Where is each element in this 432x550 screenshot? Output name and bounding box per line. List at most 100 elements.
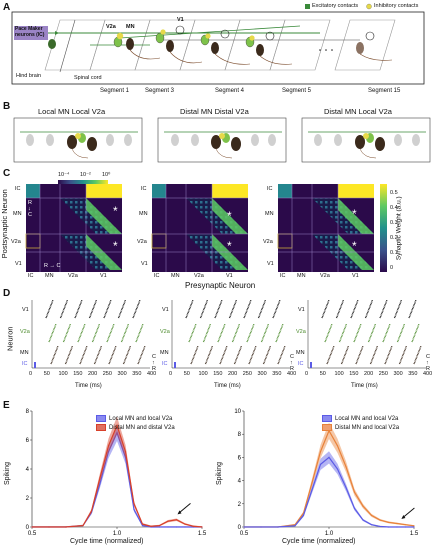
series-point	[260, 526, 262, 528]
series-point	[124, 451, 127, 453]
spike-burst	[91, 323, 101, 343]
d1-xtick: 150	[73, 371, 83, 377]
spike-burst	[228, 299, 238, 319]
panel-b-title-3: Distal MN Local V2a	[324, 107, 392, 116]
series-point	[99, 477, 101, 479]
panel-b-schematics	[13, 117, 431, 163]
y-tick-label: 6	[238, 455, 242, 461]
series-point	[336, 468, 339, 470]
c2-ytick-v2a: V2a	[137, 239, 147, 245]
d1-rc: C ↑ R	[152, 354, 156, 373]
c3-ytick-ic: IC	[267, 186, 273, 192]
series-point	[116, 424, 118, 427]
spike-burst	[93, 345, 103, 365]
spike-burst	[204, 345, 214, 365]
series-point	[345, 486, 347, 489]
series-point	[311, 482, 313, 484]
d3-xtick: 150	[349, 371, 359, 377]
spike-burst	[408, 299, 417, 319]
spike-burst	[277, 345, 286, 365]
spike-burst	[355, 345, 364, 365]
inset-tick-1: 10⁻⁴	[58, 172, 70, 178]
spike-burst	[135, 323, 144, 343]
spike-burst	[79, 345, 88, 365]
d2-xtick: 100	[198, 371, 208, 377]
spike-burst	[233, 345, 243, 365]
series-point	[396, 522, 398, 525]
mn-neurons	[126, 38, 364, 56]
spike-burst	[137, 345, 146, 365]
series-point	[158, 526, 161, 528]
c1-rc-axis: R → C	[44, 263, 61, 269]
series-point	[48, 526, 50, 528]
series-point	[311, 489, 313, 491]
panel-e-right-chart: 0 2 4 6 8 10 0.5 1.0 1.5	[234, 409, 419, 537]
heatmap-2	[151, 184, 248, 272]
e-right-legend-1: Local MN and local V2a	[335, 415, 399, 422]
d3-row-ic: IC	[298, 361, 304, 367]
spike-burst	[321, 299, 330, 319]
spike-burst	[340, 345, 350, 365]
series-point	[413, 526, 415, 528]
segment-5-label: Segment 5	[282, 88, 312, 94]
spike-burst	[219, 345, 228, 365]
series-point	[362, 505, 364, 507]
panel-c-heatmaps	[25, 184, 387, 272]
spike-burst	[217, 323, 226, 343]
cb-tick-04: 0.4	[390, 205, 398, 211]
c3-xtick-v1: V1	[352, 273, 359, 279]
d1-xlabel: Time (ms)	[75, 383, 102, 389]
d2-xtick: 400	[287, 371, 297, 377]
series-point	[141, 523, 144, 525]
segment-4-label: Segment 4	[215, 88, 245, 94]
c2-xtick-mn: MN	[171, 273, 180, 279]
series-band-1	[32, 424, 202, 527]
raster-panel-2	[171, 299, 290, 369]
spike-burst	[231, 323, 241, 343]
c3-ytick-v2a: V2a	[263, 239, 273, 245]
series-point	[353, 491, 356, 493]
d3-xlabel: Time (ms)	[351, 383, 378, 389]
d2-xlabel: Time (ms)	[214, 383, 241, 389]
y-tick-label: 8	[238, 432, 242, 438]
legend-swatch-blue-r	[322, 415, 332, 422]
c3-xtick-v2a: V2a	[320, 273, 330, 279]
d2-row-v1: V1	[162, 307, 169, 313]
series-band-2	[244, 451, 414, 527]
series-point	[99, 482, 101, 485]
inset-tick-2: 10⁻²	[80, 172, 91, 178]
series-point	[107, 445, 110, 447]
spike-burst	[257, 299, 267, 319]
series-band-1	[244, 422, 414, 527]
series-line-1	[32, 431, 202, 528]
arrow-line	[178, 503, 191, 514]
series-point	[404, 526, 407, 528]
x-tick-label: 1.0	[113, 531, 122, 537]
panel-b-title-2: Distal MN Distal V2a	[180, 107, 249, 116]
spike-burst	[272, 299, 281, 319]
c1-rc-small: R ↓ C	[28, 200, 32, 219]
spike-burst	[199, 299, 209, 319]
x-tick-label: 1.5	[198, 531, 207, 537]
d1-row-mn: MN	[20, 350, 29, 356]
series-band-2	[32, 416, 202, 527]
c2-ytick-mn: MN	[139, 211, 148, 217]
spike-burst	[248, 345, 257, 365]
arrow-head	[401, 515, 406, 520]
spike-burst	[396, 323, 406, 343]
spike-burst	[393, 299, 403, 319]
c1-ytick-v1: V1	[15, 261, 22, 267]
x-tick-label: 1.5	[410, 531, 419, 537]
series-point	[175, 526, 178, 528]
ic-spike	[310, 362, 312, 368]
panel-b-letter: B	[3, 101, 11, 112]
d2-xtick: 300	[257, 371, 267, 377]
d3-row-v1: V1	[298, 307, 305, 313]
spike-burst	[48, 323, 57, 343]
d2-row-v2a: V2a	[160, 329, 170, 335]
series-point	[413, 525, 415, 527]
inset-tick-3: 10⁰	[102, 172, 111, 178]
series-point	[133, 503, 135, 505]
spike-burst	[364, 299, 374, 319]
inset-colorbar	[58, 180, 108, 184]
